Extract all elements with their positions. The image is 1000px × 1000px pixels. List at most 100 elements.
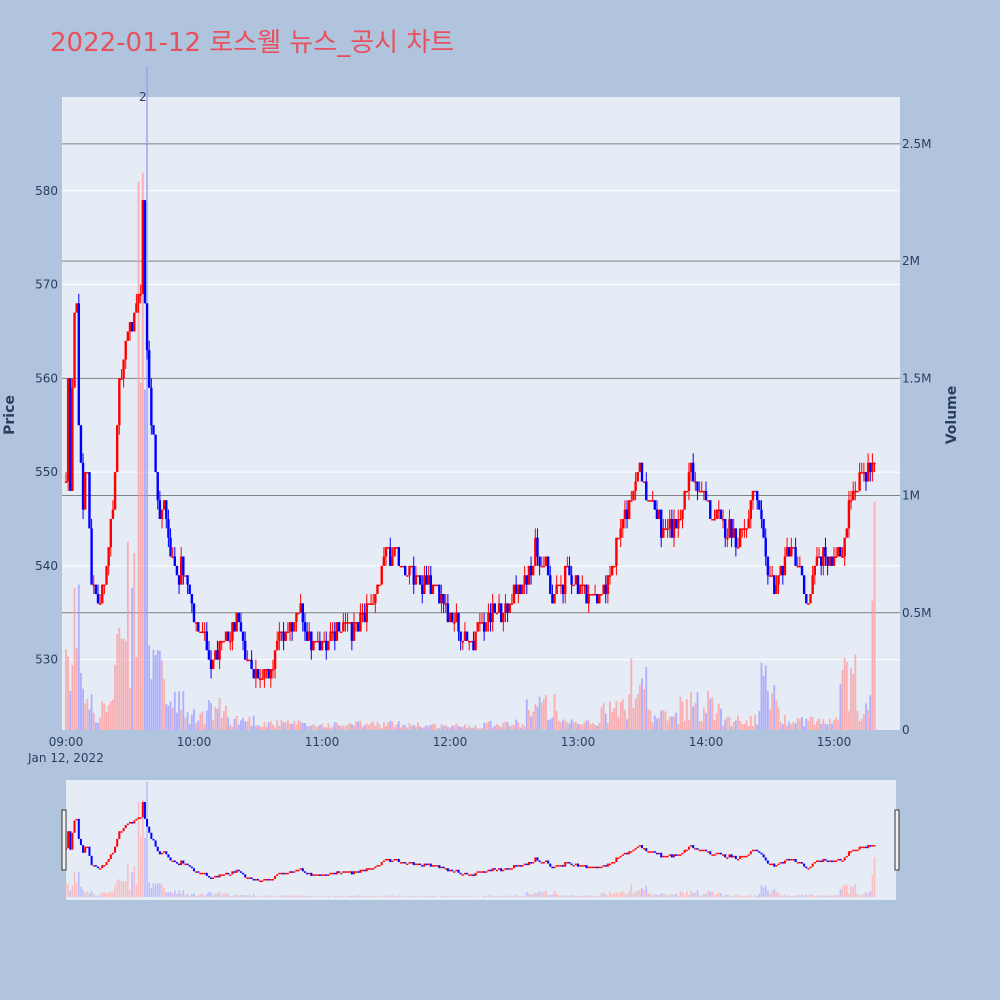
slider-candle [434, 865, 437, 867]
volume-bar [611, 711, 614, 730]
candle-body [167, 519, 170, 538]
slider-volume-bar [594, 896, 596, 897]
volume-bar [707, 691, 710, 730]
range-slider-right-handle[interactable] [894, 809, 900, 871]
range-slider-background[interactable] [66, 780, 896, 900]
candle-body [135, 303, 138, 313]
slider-volume-bar [671, 894, 673, 897]
slider-candle [308, 872, 311, 875]
slider-candle [440, 866, 443, 869]
slider-candle [502, 869, 505, 872]
slider-volume-bar [474, 896, 477, 897]
slider-volume-bar [504, 895, 507, 897]
slider-candle [380, 862, 383, 866]
slider-candle [796, 862, 799, 864]
volume-bar [97, 722, 99, 730]
slider-volume-bar [201, 893, 204, 897]
slider-volume-bar [754, 894, 756, 897]
candle-body [476, 622, 479, 632]
volume-bar [201, 711, 204, 730]
slider-candle [538, 860, 541, 863]
volume-bar [197, 720, 200, 730]
slider-candle [86, 846, 89, 849]
slider-candle [154, 840, 157, 847]
slider-volume-bar [156, 883, 159, 897]
slider-candle [775, 865, 778, 867]
slider-candle [468, 874, 471, 876]
slider-volume-bar [306, 896, 308, 897]
slider-volume-bar [570, 895, 573, 897]
candle-body [250, 659, 253, 670]
volume-bar [673, 716, 675, 730]
slider-candle [105, 862, 108, 866]
volume-bar [805, 718, 808, 730]
volume-bar [289, 723, 291, 730]
volume-bar [173, 691, 176, 730]
candlesticks[interactable] [64, 200, 876, 688]
candle-body [858, 472, 861, 491]
slider-candle [747, 854, 750, 856]
volume-bar [301, 722, 304, 730]
slider-volume-bar [99, 894, 101, 897]
candle-body [568, 565, 571, 576]
candle-body [280, 631, 283, 634]
slider-volume-bar [728, 894, 731, 897]
slider-volume-bar [142, 800, 144, 897]
slider-candle [446, 868, 449, 872]
volume-bar [528, 709, 530, 730]
slider-volume-bar [402, 896, 404, 897]
candle-body [807, 603, 810, 605]
candle-body [576, 575, 580, 595]
slider-volume-bar [291, 895, 293, 897]
volume-bar [186, 712, 189, 730]
volume-bar [412, 724, 415, 730]
slider-candle [677, 854, 680, 856]
slider-candle [82, 845, 85, 853]
slider-candle [278, 872, 281, 875]
slider-volume-bar [626, 895, 628, 897]
candle-body [668, 519, 671, 529]
slider-candle [643, 848, 646, 850]
volume-bar [525, 699, 528, 730]
slider-candle [116, 838, 119, 847]
slider-candle [713, 854, 716, 856]
slider-candle [152, 838, 155, 841]
volume-bar [263, 721, 266, 730]
volume-bar [653, 715, 656, 730]
volume-bar [502, 722, 505, 730]
range-slider-left-handle[interactable] [61, 809, 67, 871]
volume-bar [739, 720, 742, 730]
slider-volume-bar [683, 895, 686, 897]
candle-body [822, 547, 825, 566]
volume-bar [222, 710, 225, 730]
slider-volume-bar [688, 895, 690, 897]
candle-body [318, 640, 322, 651]
slider-candle [248, 877, 251, 879]
slider-volume-bar [788, 895, 790, 897]
slider-volume-bar [129, 889, 131, 897]
candle-body [105, 565, 108, 585]
slider-volume-bar [148, 882, 150, 897]
slider-candle [559, 865, 562, 867]
candle-body [638, 462, 642, 473]
volume-bar [600, 707, 603, 730]
candle-body [540, 565, 543, 568]
volume-bar [564, 720, 567, 730]
candle-body [457, 612, 460, 632]
volume-bar [156, 650, 159, 730]
slider-candle [207, 875, 210, 878]
volume-bar [387, 722, 390, 730]
slider-volume-bar [489, 895, 492, 897]
slider-volume-bar [487, 895, 490, 897]
volume-bar [777, 707, 780, 730]
slider-candle [244, 874, 247, 878]
slider-volume-bar [568, 895, 571, 897]
candle-body [431, 584, 435, 595]
candle-body [263, 669, 266, 679]
candle-body [380, 565, 383, 585]
slider-volume-bar [210, 892, 212, 897]
slider-candle [734, 855, 737, 859]
slider-volume-bar [555, 893, 558, 897]
volume-bar [208, 700, 210, 730]
